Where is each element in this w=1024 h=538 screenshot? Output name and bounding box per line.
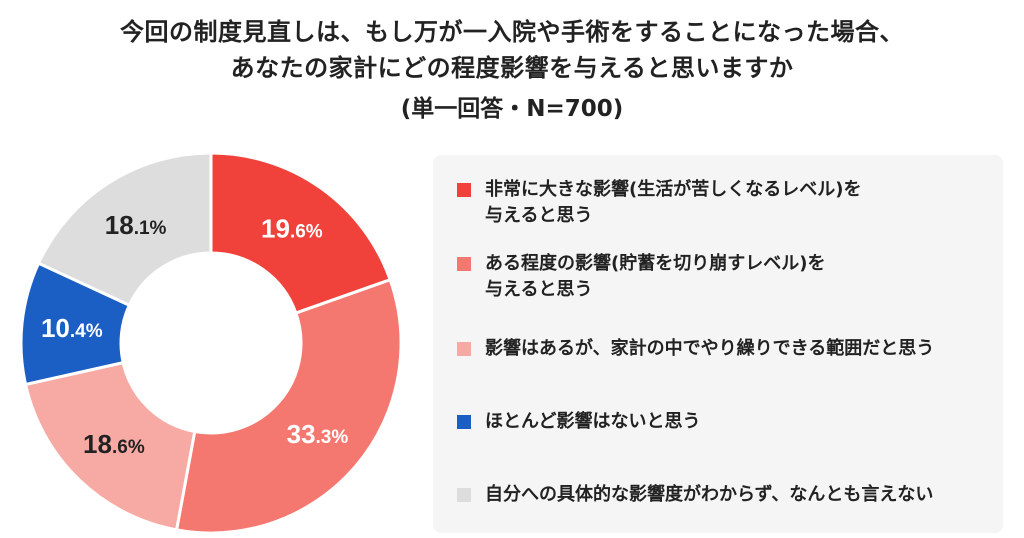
legend-swatch [457, 342, 471, 356]
legend-swatch [457, 257, 471, 271]
legend-label-line: 影響はあるが、家計の中でやり繰りできる範囲だと思う [485, 338, 935, 359]
legend-item-little-impact: ほとんど影響はないと思う [457, 409, 987, 435]
slice-value-label: 18.1% [105, 210, 167, 240]
legend-swatch [457, 183, 471, 197]
legend-swatch [457, 488, 471, 502]
legend-panel: 非常に大きな影響(生活が苦しくなるレベル)を 与えると思う ある程度の影響(貯蓄… [433, 155, 1003, 533]
donut-chart: 19.6% 33.3% 18.6% 10.4% 18.1% [19, 151, 403, 535]
chart-title-line-2: あなたの家計にどの程度影響を与えると思いますか [230, 54, 794, 82]
legend-item-unknown-impact: 自分への具体的な影響度がわからず、なんとも言えない [457, 482, 987, 508]
chart-subtitle: (単一回答・N=700) [400, 96, 624, 122]
donut-slice-manageable-impact [23, 360, 197, 532]
legend-label-line: 与えると思う [485, 205, 593, 226]
slice-value-label: 33.3% [287, 419, 349, 449]
legend-item-some-impact: ある程度の影響(貯蓄を切り崩すレベル)を 与えると思う [457, 251, 987, 303]
slice-value-label: 18.6% [83, 429, 145, 459]
legend-label: 非常に大きな影響(生活が苦しくなるレベル)を 与えると思う [485, 177, 861, 229]
legend-label: 影響はあるが、家計の中でやり繰りできる範囲だと思う [485, 336, 934, 362]
donut-slice-some-impact [174, 277, 403, 535]
chart-title-line-1: 今回の制度見直しは、もし万が一入院や手術をすることになった場合、 [120, 18, 904, 46]
legend-label-line: 自分への具体的な影響度がわからず、なんとも言えない [485, 484, 934, 505]
legend-label-line: ほとんど影響はないと思う [485, 411, 701, 432]
donut-slice-unknown-impact [36, 151, 213, 308]
slice-value-label: 10.4% [41, 313, 103, 343]
legend-swatch [457, 415, 471, 429]
legend-label: 自分への具体的な影響度がわからず、なんとも言えない [485, 482, 933, 508]
legend-label: ある程度の影響(貯蓄を切り崩すレベル)を 与えると思う [485, 251, 825, 303]
legend-label-line: 与えると思う [485, 279, 593, 300]
donut-slice-very-large-impact [209, 151, 393, 315]
legend-item-manageable-impact: 影響はあるが、家計の中でやり繰りできる範囲だと思う [457, 336, 987, 362]
legend-label-line: 非常に大きな影響(生活が苦しくなるレベル)を [485, 179, 862, 200]
slice-value-label: 19.6% [261, 214, 323, 244]
legend-label-line: ある程度の影響(貯蓄を切り崩すレベル)を [485, 253, 826, 274]
legend-item-very-large-impact: 非常に大きな影響(生活が苦しくなるレベル)を 与えると思う [457, 177, 987, 229]
chart-title-block: 今回の制度見直しは、もし万が一入院や手術をすることになった場合、 あなたの家計に… [0, 14, 1024, 126]
legend-label: ほとんど影響はないと思う [485, 409, 700, 435]
